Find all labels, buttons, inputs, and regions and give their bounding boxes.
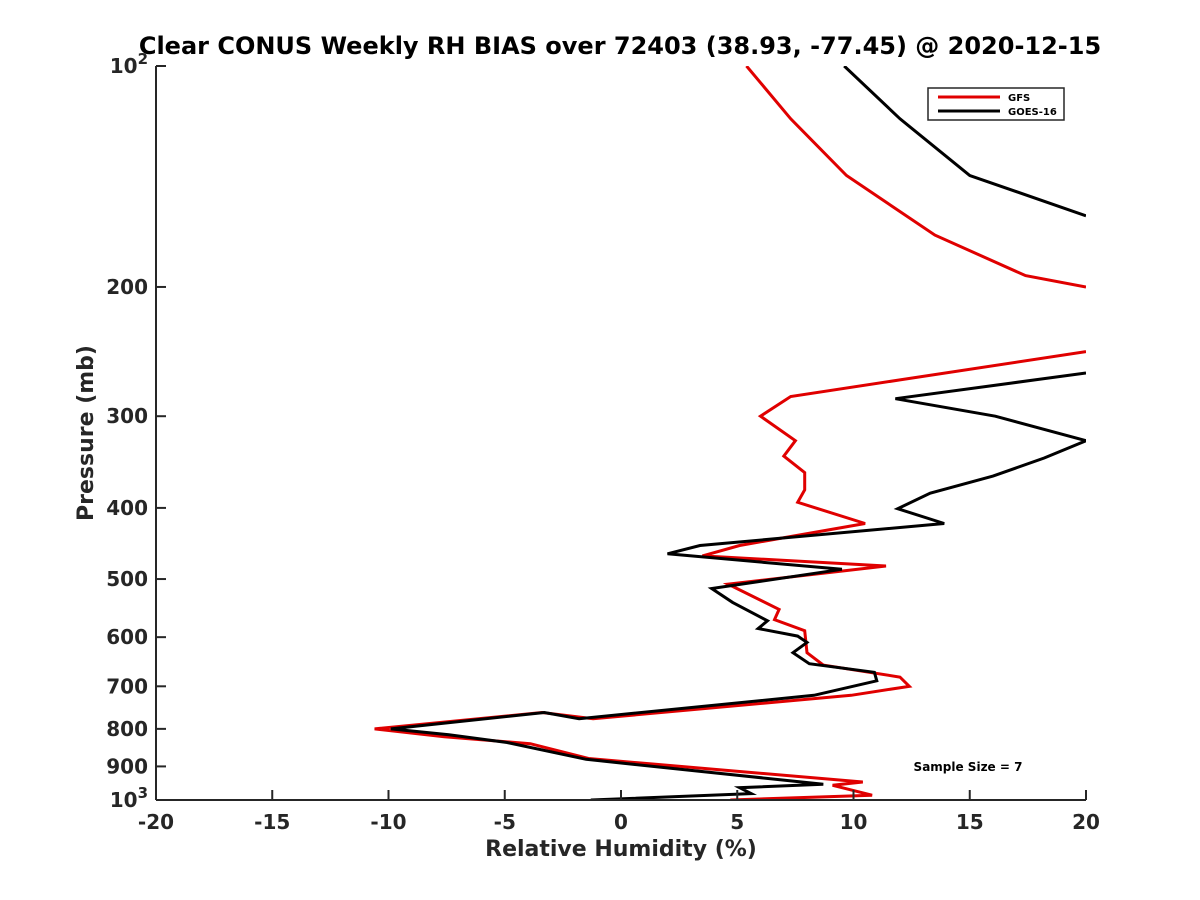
chart-title: Clear CONUS Weekly RH BIAS over 72403 (3… (139, 32, 1101, 60)
x-axis-title: Relative Humidity (%) (485, 837, 757, 862)
plot-area (156, 66, 1086, 800)
x-tick-label: 20 (1072, 810, 1100, 834)
x-tick-label: -5 (494, 810, 516, 834)
sample-size-annotation: Sample Size = 7 (914, 760, 1023, 774)
y-tick-label: 900 (106, 754, 148, 778)
series-line-gfs (374, 66, 1086, 800)
x-tick-label: -15 (254, 810, 290, 834)
y-axis-title: Pressure (mb) (74, 345, 99, 521)
y-tick-label: 102 (110, 50, 148, 78)
legend-box (927, 87, 1065, 121)
series-layer (374, 66, 1086, 800)
y-tick-label: 500 (106, 567, 148, 591)
x-tick-label: 5 (730, 810, 744, 834)
y-tick-label: 800 (106, 717, 148, 741)
x-tick-label: 10 (840, 810, 868, 834)
x-tick-label: -20 (138, 810, 174, 834)
legend-label-goes-16: GOES-16 (1008, 107, 1057, 118)
x-tick-label: 0 (614, 810, 628, 834)
y-tick-label: 600 (106, 625, 148, 649)
y-tick-label: 700 (106, 674, 148, 698)
axes-layer: -20 -15 -10 -5 0 5 10 15 20 102 200 300 400 500 600 700… (106, 50, 1100, 834)
y-tick-label: 200 (106, 275, 148, 299)
series-line-goes-16 (390, 66, 1086, 800)
legend-label-gfs: GFS (1008, 93, 1030, 104)
x-tick-label: 15 (956, 810, 984, 834)
y-tick-label: 400 (106, 496, 148, 520)
y-tick-label: 300 (106, 404, 148, 428)
x-tick-label: -10 (370, 810, 406, 834)
y-tick-label: 103 (110, 784, 148, 812)
legend: GFS GOES-16 (927, 87, 1065, 121)
